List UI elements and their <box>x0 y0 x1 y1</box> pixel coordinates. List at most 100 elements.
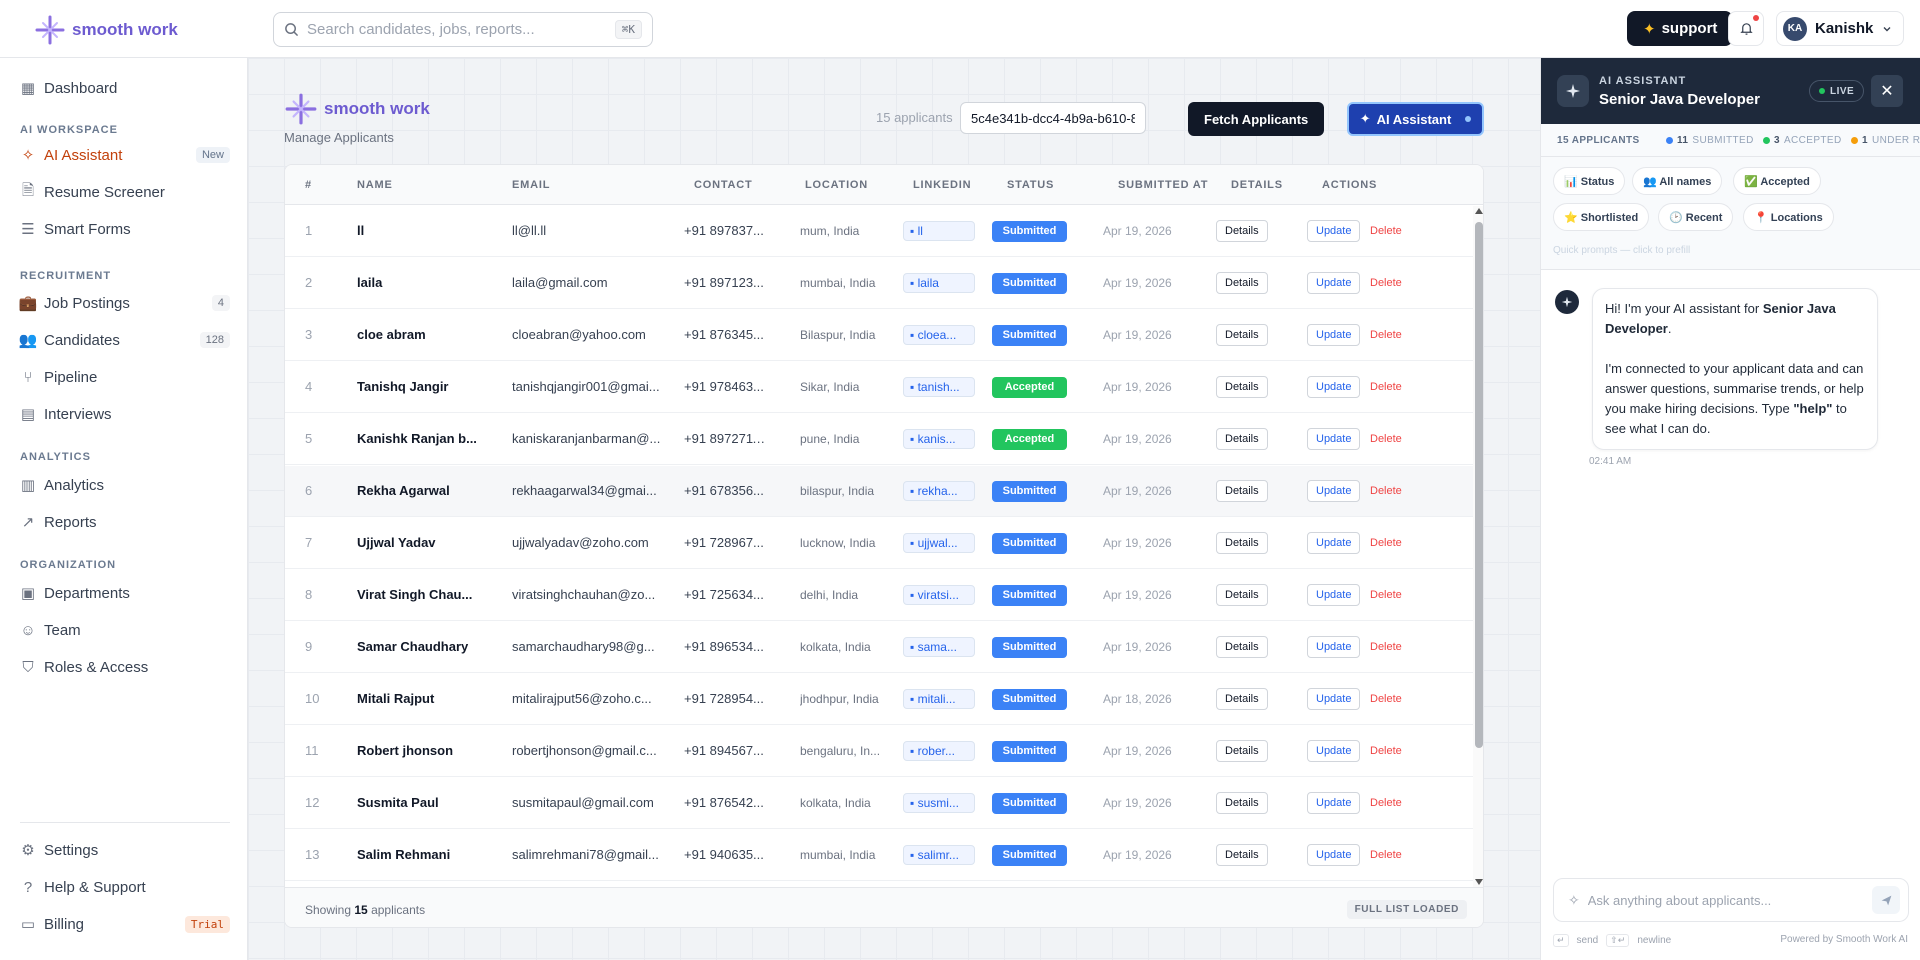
notifications-button[interactable] <box>1728 11 1764 46</box>
sidebar-item-team[interactable]: ☺ Team <box>20 615 230 645</box>
scroll-down-arrow[interactable] <box>1475 879 1483 885</box>
delete-button[interactable]: Delete <box>1370 376 1402 398</box>
delete-button[interactable]: Delete <box>1370 688 1402 710</box>
details-button[interactable]: Details <box>1216 688 1268 710</box>
update-button[interactable]: Update <box>1307 584 1361 606</box>
linkedin-link[interactable]: ▪ cloea... <box>903 325 975 345</box>
global-search[interactable]: ⌘K <box>273 12 653 47</box>
sidebar-item-settings[interactable]: ⚙ Settings <box>20 835 230 865</box>
table-row[interactable]: 5 Kanishk Ranjan b... kaniskaranjanbarman@… <box>285 414 1473 465</box>
table-row[interactable]: 11 Robert jhonson robertjhonson@gmail.c...… <box>285 726 1473 777</box>
table-row[interactable]: 2 laila laila@gmail.com +91 897123... mumbai… <box>285 258 1473 309</box>
delete-button[interactable]: Delete <box>1370 844 1402 866</box>
send-button[interactable] <box>1872 886 1900 914</box>
update-button[interactable]: Update <box>1307 532 1361 554</box>
sidebar-item-help[interactable]: ? Help & Support <box>20 872 230 902</box>
details-button[interactable]: Details <box>1216 376 1268 398</box>
chip-accepted[interactable]: ✅ Accepted <box>1733 167 1821 195</box>
update-button[interactable]: Update <box>1307 376 1361 398</box>
update-button[interactable]: Update <box>1307 688 1361 710</box>
delete-button[interactable]: Delete <box>1370 428 1402 450</box>
chip-status[interactable]: 📊 Status <box>1553 167 1626 195</box>
sidebar-item-pipeline[interactable]: ⑂ Pipeline <box>20 362 230 392</box>
details-button[interactable]: Details <box>1216 428 1268 450</box>
linkedin-link[interactable]: ▪ viratsi... <box>903 585 975 605</box>
chip-recent[interactable]: 🕑 Recent <box>1658 203 1734 231</box>
update-button[interactable]: Update <box>1307 428 1361 450</box>
linkedin-link[interactable]: ▪ susmi... <box>903 793 975 813</box>
sidebar-item-roles[interactable]: ⛉ Roles & Access <box>20 652 230 682</box>
ai-assistant-button[interactable]: ✦ AI Assistant <box>1347 102 1484 136</box>
linkedin-link[interactable]: ▪ salimr... <box>903 845 975 865</box>
table-row[interactable]: 4 Tanishq Jangir tanishqjangir001@gmai... +… <box>285 362 1473 413</box>
scroll-up-arrow[interactable] <box>1475 208 1483 214</box>
linkedin-link[interactable]: ▪ kanis... <box>903 429 975 449</box>
sidebar-item-resume-screener[interactable]: 🗎 Resume Screener <box>20 177 230 207</box>
sidebar-item-interviews[interactable]: ▤ Interviews <box>20 399 230 429</box>
delete-button[interactable]: Delete <box>1370 272 1402 294</box>
chip-all-names[interactable]: 👥 All names <box>1632 167 1723 195</box>
linkedin-link[interactable]: ▪ mitali... <box>903 689 975 709</box>
details-button[interactable]: Details <box>1216 480 1268 502</box>
linkedin-link[interactable]: ▪ ujjwal... <box>903 533 975 553</box>
search-input[interactable] <box>307 21 607 38</box>
linkedin-link[interactable]: ▪ sama... <box>903 637 975 657</box>
details-button[interactable]: Details <box>1216 740 1268 762</box>
delete-button[interactable]: Delete <box>1370 324 1402 346</box>
linkedin-link[interactable]: ▪ ll <box>903 221 975 241</box>
delete-button[interactable]: Delete <box>1370 480 1402 502</box>
table-row[interactable]: 13 Salim Rehmani salimrehmani78@gmail... +9… <box>285 830 1473 881</box>
sidebar-item-ai-assistant[interactable]: ✧ AI Assistant New <box>20 140 230 170</box>
chip-locations[interactable]: 📍 Locations <box>1743 203 1834 231</box>
sidebar-item-billing[interactable]: ▭ Billing Trial <box>20 909 230 939</box>
scroll-thumb[interactable] <box>1475 222 1483 748</box>
linkedin-link[interactable]: ▪ rober... <box>903 741 975 761</box>
delete-button[interactable]: Delete <box>1370 740 1402 762</box>
chip-shortlisted[interactable]: ⭐ Shortlisted <box>1553 203 1650 231</box>
details-button[interactable]: Details <box>1216 792 1268 814</box>
delete-button[interactable]: Delete <box>1370 220 1402 242</box>
table-row[interactable]: 10 Mitali Rajput mitalirajput56@zoho.c... +… <box>285 674 1473 725</box>
job-id-input[interactable] <box>960 102 1146 134</box>
table-row[interactable]: 9 Samar Chaudhary samarchaudhary98@g... +91… <box>285 622 1473 673</box>
table-row[interactable]: 8 Virat Singh Chau... viratsinghchauhan@zo… <box>285 570 1473 621</box>
sidebar-item-analytics[interactable]: ▥ Analytics <box>20 470 230 500</box>
table-row[interactable]: 1 ll ll@ll.ll +91 897837... mum, India ▪ ll Su… <box>285 206 1473 257</box>
close-panel-button[interactable]: ✕ <box>1871 75 1903 107</box>
delete-button[interactable]: Delete <box>1370 636 1402 658</box>
message-input[interactable] <box>1587 892 1864 908</box>
details-button[interactable]: Details <box>1216 636 1268 658</box>
support-button[interactable]: ✦ support <box>1627 11 1734 46</box>
linkedin-link[interactable]: ▪ tanish... <box>903 377 975 397</box>
update-button[interactable]: Update <box>1307 636 1361 658</box>
details-button[interactable]: Details <box>1216 584 1268 606</box>
table-row[interactable]: 12 Susmita Paul susmitapaul@gmail.com +91 8… <box>285 778 1473 829</box>
sidebar-item-job-postings[interactable]: 💼 Job Postings 4 <box>19 288 230 318</box>
update-button[interactable]: Update <box>1307 220 1361 242</box>
table-scrollbar[interactable] <box>1473 206 1483 887</box>
table-row[interactable]: 3 cloe abram cloeabran@yahoo.com +91 876345… <box>285 310 1473 361</box>
details-button[interactable]: Details <box>1216 532 1268 554</box>
message-composer[interactable]: ✧ <box>1553 878 1909 922</box>
details-button[interactable]: Details <box>1216 844 1268 866</box>
brand-logo[interactable]: smooth work <box>34 14 178 46</box>
delete-button[interactable]: Delete <box>1370 584 1402 606</box>
sidebar-item-candidates[interactable]: 👥 Candidates 128 <box>19 325 230 355</box>
details-button[interactable]: Details <box>1216 220 1268 242</box>
user-menu-button[interactable]: KA Kanishk <box>1776 11 1905 46</box>
sidebar-item-departments[interactable]: ▣ Departments <box>20 578 230 608</box>
table-row[interactable]: 6 Rekha Agarwal rekhaagarwal34@gmai... +91 … <box>285 466 1473 517</box>
sidebar-item-smart-forms[interactable]: ☰ Smart Forms <box>20 214 230 244</box>
delete-button[interactable]: Delete <box>1370 532 1402 554</box>
update-button[interactable]: Update <box>1307 792 1361 814</box>
sidebar-item-reports[interactable]: ↗ Reports <box>20 507 230 537</box>
sidebar-item-dashboard[interactable]: ▦ Dashboard <box>20 73 230 103</box>
update-button[interactable]: Update <box>1307 844 1361 866</box>
table-row[interactable]: 7 Ujjwal Yadav ujjwalyadav@zoho.com +91 728… <box>285 518 1473 569</box>
update-button[interactable]: Update <box>1307 740 1361 762</box>
details-button[interactable]: Details <box>1216 324 1268 346</box>
delete-button[interactable]: Delete <box>1370 792 1402 814</box>
linkedin-link[interactable]: ▪ laila <box>903 273 975 293</box>
update-button[interactable]: Update <box>1307 480 1361 502</box>
update-button[interactable]: Update <box>1307 324 1361 346</box>
